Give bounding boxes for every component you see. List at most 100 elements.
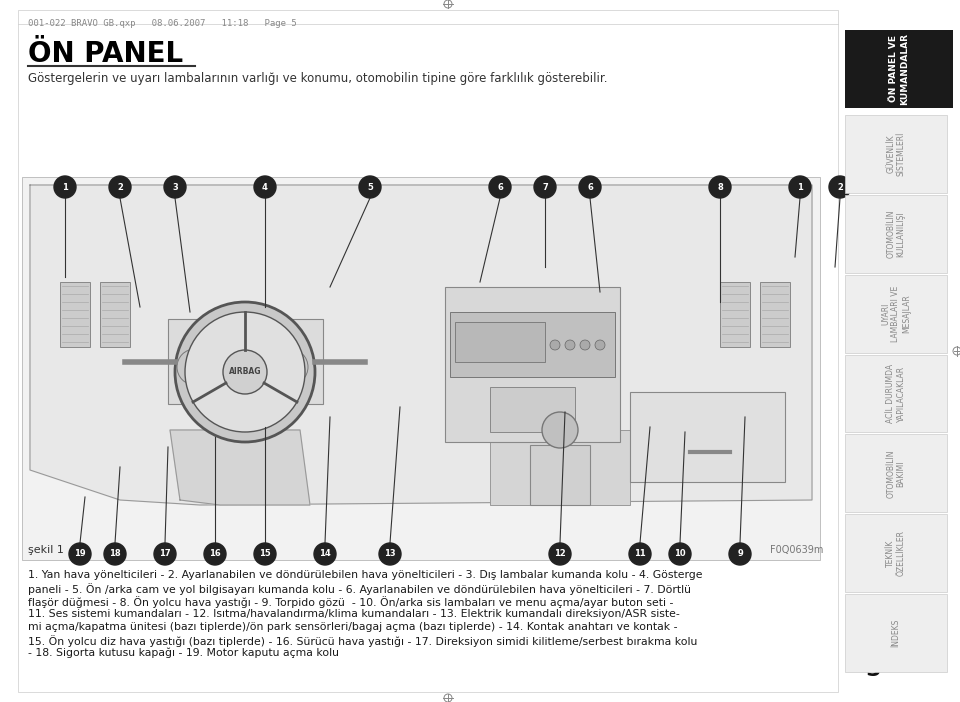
Text: AIRBAG: AIRBAG — [228, 368, 261, 376]
Text: 18: 18 — [109, 550, 121, 559]
Circle shape — [314, 543, 336, 565]
Text: 16: 16 — [209, 550, 221, 559]
Circle shape — [534, 176, 556, 198]
Text: 11. Ses sistemi kumandaları - 12. Isıtma/havalandırma/klima kumandaları - 13. El: 11. Ses sistemi kumandaları - 12. Isıtma… — [28, 609, 680, 619]
Text: 4: 4 — [262, 183, 268, 192]
Bar — [720, 282, 750, 347]
Bar — [450, 312, 615, 377]
Bar — [445, 287, 620, 442]
Text: OTOMOBİLİN
BAKIMI: OTOMOBİLİN BAKIMI — [886, 449, 905, 498]
Text: UYARI
LAMBALARI VE
MESAJLAR: UYARI LAMBALARI VE MESAJLAR — [881, 286, 911, 342]
Text: flaşör düğmesi - 8. Ön yolcu hava yastığı - 9. Torpido gözü  - 10. Ön/arka sis l: flaşör düğmesi - 8. Ön yolcu hava yastığ… — [28, 596, 673, 608]
Bar — [760, 282, 790, 347]
Circle shape — [489, 176, 511, 198]
Circle shape — [223, 350, 267, 394]
Text: F0Q0639m: F0Q0639m — [770, 545, 824, 555]
Circle shape — [789, 176, 811, 198]
Text: TEKNİK
ÖZELLİKLER: TEKNİK ÖZELLİKLER — [886, 530, 905, 576]
Text: - 18. Sigorta kutusu kapağı - 19. Motor kaputu açma kolu: - 18. Sigorta kutusu kapağı - 19. Motor … — [28, 648, 339, 658]
Bar — [60, 282, 90, 347]
Bar — [630, 392, 785, 482]
Text: ACİL DURUMDA
YAPILACAKLAR: ACİL DURUMDA YAPILACAKLAR — [886, 364, 905, 423]
Circle shape — [175, 302, 315, 442]
Text: 5: 5 — [367, 183, 372, 192]
Text: ÖN PANEL VE
KUMANDALAR: ÖN PANEL VE KUMANDALAR — [889, 33, 909, 105]
Text: 7: 7 — [542, 183, 548, 192]
Circle shape — [69, 543, 91, 565]
Bar — [168, 319, 323, 404]
Polygon shape — [170, 430, 310, 505]
Circle shape — [379, 543, 401, 565]
Circle shape — [109, 176, 131, 198]
Bar — [845, 435, 947, 512]
Circle shape — [104, 543, 126, 565]
Text: 15: 15 — [259, 550, 271, 559]
Circle shape — [359, 176, 381, 198]
Text: 8: 8 — [717, 183, 723, 192]
Bar — [845, 594, 947, 672]
Text: 17: 17 — [159, 550, 171, 559]
Circle shape — [254, 543, 276, 565]
Text: 14: 14 — [319, 550, 331, 559]
Text: OTOMOBİLİN
KULLANILIŞI: OTOMOBİLİN KULLANILIŞI — [886, 209, 905, 258]
Bar — [455, 322, 545, 362]
Text: Göstergelerin ve uyarı lambalarının varlığı ve konumu, otomobilin tipine göre fa: Göstergelerin ve uyarı lambalarının varl… — [28, 72, 608, 85]
Circle shape — [164, 176, 186, 198]
Text: paneli - 5. Ön /arka cam ve yol bilgisayarı kumanda kolu - 6. Ayarlanabilen ve d: paneli - 5. Ön /arka cam ve yol bilgisay… — [28, 583, 691, 595]
Text: mi açma/kapatma ünitesi (bazı tiplerde)/ön park sensörleri/bagaj açma (bazı tipl: mi açma/kapatma ünitesi (bazı tiplerde)/… — [28, 622, 678, 632]
Text: 2: 2 — [837, 183, 843, 192]
Text: 1: 1 — [797, 183, 803, 192]
Bar — [100, 282, 130, 347]
Circle shape — [579, 176, 601, 198]
Circle shape — [580, 340, 590, 350]
Circle shape — [550, 340, 560, 350]
Bar — [845, 515, 947, 592]
Bar — [845, 30, 953, 108]
Text: 6: 6 — [497, 183, 503, 192]
Circle shape — [595, 340, 605, 350]
Circle shape — [185, 312, 305, 432]
Bar — [22, 177, 820, 560]
Circle shape — [669, 543, 691, 565]
Circle shape — [254, 176, 276, 198]
Bar — [845, 115, 947, 193]
Text: 19: 19 — [74, 550, 85, 559]
Text: 13: 13 — [384, 550, 396, 559]
Circle shape — [565, 340, 575, 350]
Circle shape — [729, 543, 751, 565]
Text: 001-022 BRAVO GB.qxp   08.06.2007   11:18   Page 5: 001-022 BRAVO GB.qxp 08.06.2007 11:18 Pa… — [28, 19, 297, 28]
Text: ÖN PANEL: ÖN PANEL — [28, 40, 183, 68]
Text: 3: 3 — [172, 183, 178, 192]
Text: 1. Yan hava yönelticileri - 2. Ayarlanabilen ve döndürülebilen hava yönelticiler: 1. Yan hava yönelticileri - 2. Ayarlanab… — [28, 570, 703, 580]
Bar — [490, 430, 630, 505]
Bar — [18, 10, 838, 692]
Circle shape — [177, 349, 213, 385]
Bar — [530, 445, 590, 505]
Text: 9: 9 — [737, 550, 743, 559]
Text: GÜVENLİK
SİSTEMLERİ: GÜVENLİK SİSTEMLERİ — [886, 132, 905, 176]
Text: 5: 5 — [865, 660, 880, 680]
Text: 10: 10 — [674, 550, 685, 559]
Text: İNDEKS: İNDEKS — [892, 619, 900, 647]
Bar — [490, 387, 575, 432]
Circle shape — [829, 176, 851, 198]
Text: 12: 12 — [554, 550, 565, 559]
Text: 6: 6 — [588, 183, 593, 192]
Circle shape — [204, 543, 226, 565]
Circle shape — [54, 176, 76, 198]
Text: 15. Ön yolcu diz hava yastığı (bazı tiplerde) - 16. Sürücü hava yastığı - 17. Di: 15. Ön yolcu diz hava yastığı (bazı tipl… — [28, 635, 697, 647]
Circle shape — [154, 543, 176, 565]
Circle shape — [549, 543, 571, 565]
Circle shape — [709, 176, 731, 198]
Polygon shape — [30, 185, 812, 505]
Circle shape — [272, 349, 308, 385]
Circle shape — [629, 543, 651, 565]
Bar — [845, 355, 947, 432]
Text: 1: 1 — [62, 183, 68, 192]
Circle shape — [542, 412, 578, 448]
Text: 2: 2 — [117, 183, 123, 192]
Text: 11: 11 — [635, 550, 646, 559]
Bar — [845, 195, 947, 272]
Bar — [845, 274, 947, 352]
Circle shape — [222, 349, 258, 385]
